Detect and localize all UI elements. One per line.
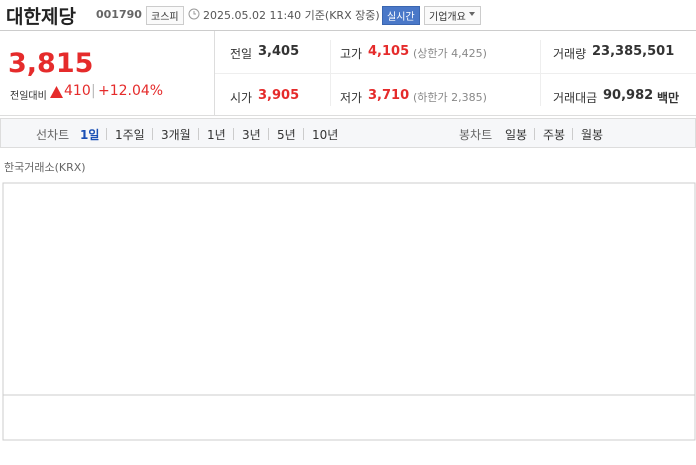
- chart-source: 한국거래소(KRX): [4, 161, 86, 174]
- tab-separator: [268, 128, 269, 140]
- tab-separator: [106, 128, 107, 140]
- stock-code: 001790: [96, 8, 142, 21]
- clock-icon: 4,1523,9343,7163,4993,28105/0210:0011:00…: [188, 8, 200, 20]
- tab[interactable]: 1일: [80, 128, 100, 142]
- tab-separator: [534, 128, 535, 140]
- tab-bar: [0, 118, 696, 148]
- current-price: 3,815: [8, 48, 94, 79]
- tab[interactable]: 1년: [207, 128, 226, 142]
- divider: [215, 73, 696, 74]
- tab[interactable]: 10년: [312, 128, 339, 142]
- stat-label: 고가: [340, 47, 363, 61]
- chart: 한국거래소(KRX): [2, 161, 696, 441]
- tab[interactable]: 주봉: [543, 128, 566, 142]
- divider: [330, 40, 331, 106]
- tab-separator: [198, 128, 199, 140]
- stat-note: (상한가 4,425): [413, 47, 487, 60]
- stat-note: (하한가 2,385): [413, 91, 487, 104]
- tab[interactable]: 3개월: [161, 128, 191, 142]
- stat-label: 저가: [340, 91, 363, 105]
- stock-name: 대한제당: [6, 6, 76, 28]
- summary-box: [0, 30, 696, 116]
- stat-value: 3,905: [258, 88, 300, 103]
- stat-value: 4,105: [368, 44, 410, 59]
- stat-label: 시가: [230, 91, 253, 105]
- stat-label: 거래량: [553, 47, 587, 61]
- up-arrow: [50, 86, 63, 98]
- timestamp: 2025.05.02 11:40 기준(KRX 장중): [203, 9, 380, 22]
- realtime-button[interactable]: 실시간: [382, 6, 420, 25]
- chart-frame: [2, 182, 696, 441]
- dropdown-arrow: [469, 12, 475, 16]
- company-info-button[interactable]: 기업개요: [424, 6, 481, 25]
- change-pct: +12.04%: [98, 83, 164, 99]
- market-badge: 코스피: [146, 6, 184, 25]
- stat-label: 전일: [230, 47, 253, 61]
- tab-separator: [233, 128, 234, 140]
- stat-value: 90,982: [603, 88, 654, 103]
- change-label: 전일대비: [10, 91, 47, 102]
- divider: [214, 31, 215, 115]
- divider: [540, 40, 541, 106]
- tab-group-label: 봉차트: [459, 128, 493, 142]
- separator: |: [91, 83, 96, 99]
- stat-value: 3,405: [258, 44, 300, 59]
- tab[interactable]: 3년: [242, 128, 261, 142]
- stat-value: 23,385,501: [592, 44, 675, 59]
- stat-note: 백만: [657, 91, 680, 105]
- tab[interactable]: 일봉: [505, 128, 528, 142]
- tab-separator: [572, 128, 573, 140]
- tab-separator: [303, 128, 304, 140]
- stat-label: 거래대금: [553, 91, 598, 105]
- tab-separator: [152, 128, 153, 140]
- stat-value: 3,710: [368, 88, 410, 103]
- tab[interactable]: 1주일: [115, 128, 145, 142]
- tab-group-label: 선차트: [36, 128, 70, 142]
- change: 410: [64, 83, 91, 99]
- tab[interactable]: 5년: [277, 128, 296, 142]
- tab[interactable]: 월봉: [581, 128, 604, 142]
